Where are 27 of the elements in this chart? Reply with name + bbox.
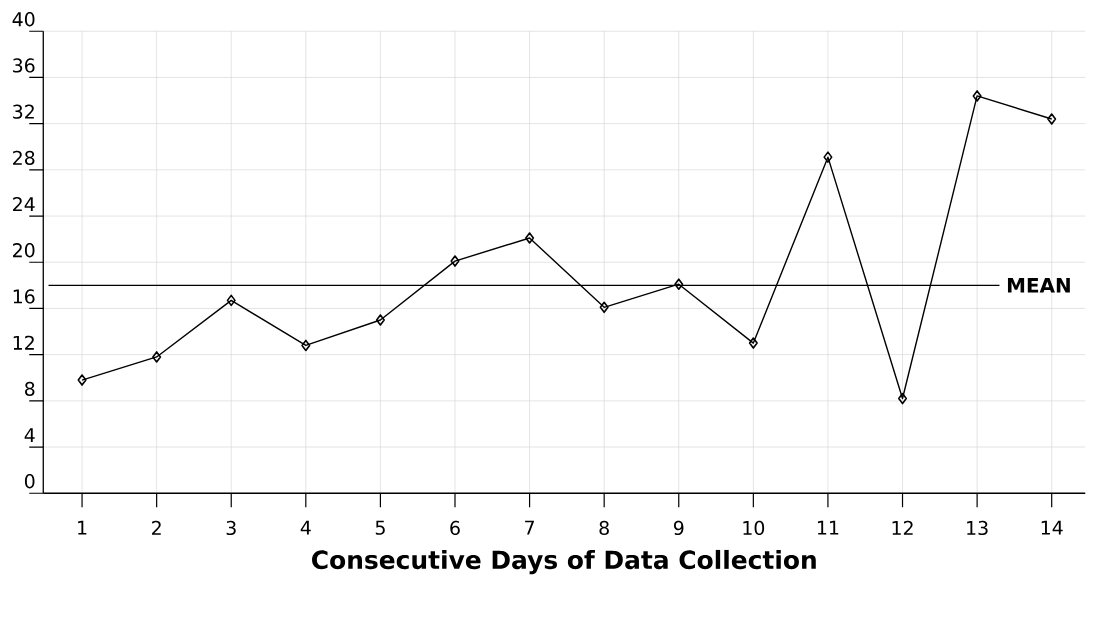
y-tick-label: 8	[24, 381, 35, 396]
x-axis-title: Consecutive Days of Data Collection	[312, 549, 816, 575]
y-tick-label: 40	[12, 12, 35, 27]
x-tick-label: 1	[78, 520, 87, 535]
y-tick-label: 16	[13, 289, 35, 304]
x-tick-label: 9	[673, 520, 684, 536]
y-tick-label: 0	[24, 474, 35, 489]
y-tick-label: 36	[13, 58, 35, 73]
x-tick-label: 8	[599, 520, 609, 536]
y-tick-label: 20	[13, 243, 35, 258]
x-tick-label: 7	[525, 520, 534, 535]
x-tick-label: 11	[817, 520, 839, 535]
y-tick-label: 28	[13, 150, 35, 166]
x-tick-label: 10	[743, 520, 765, 536]
ref-line-label: MEAN	[1007, 278, 1070, 293]
y-tick-label: 32	[13, 104, 34, 119]
x-tick-label: 2	[152, 520, 161, 535]
y-tick-label: 24	[13, 197, 35, 212]
x-tick-label: 6	[450, 520, 460, 536]
y-tick-label: 4	[24, 428, 35, 442]
x-tick-label: 12	[892, 520, 913, 535]
x-tick-label: 4	[300, 520, 311, 535]
x-tick-label: 14	[1041, 520, 1063, 535]
x-tick-label: 5	[375, 520, 385, 535]
y-tick-label: 12	[13, 335, 34, 350]
x-tick-label: 3	[226, 520, 236, 536]
x-tick-label: 13	[967, 520, 988, 536]
